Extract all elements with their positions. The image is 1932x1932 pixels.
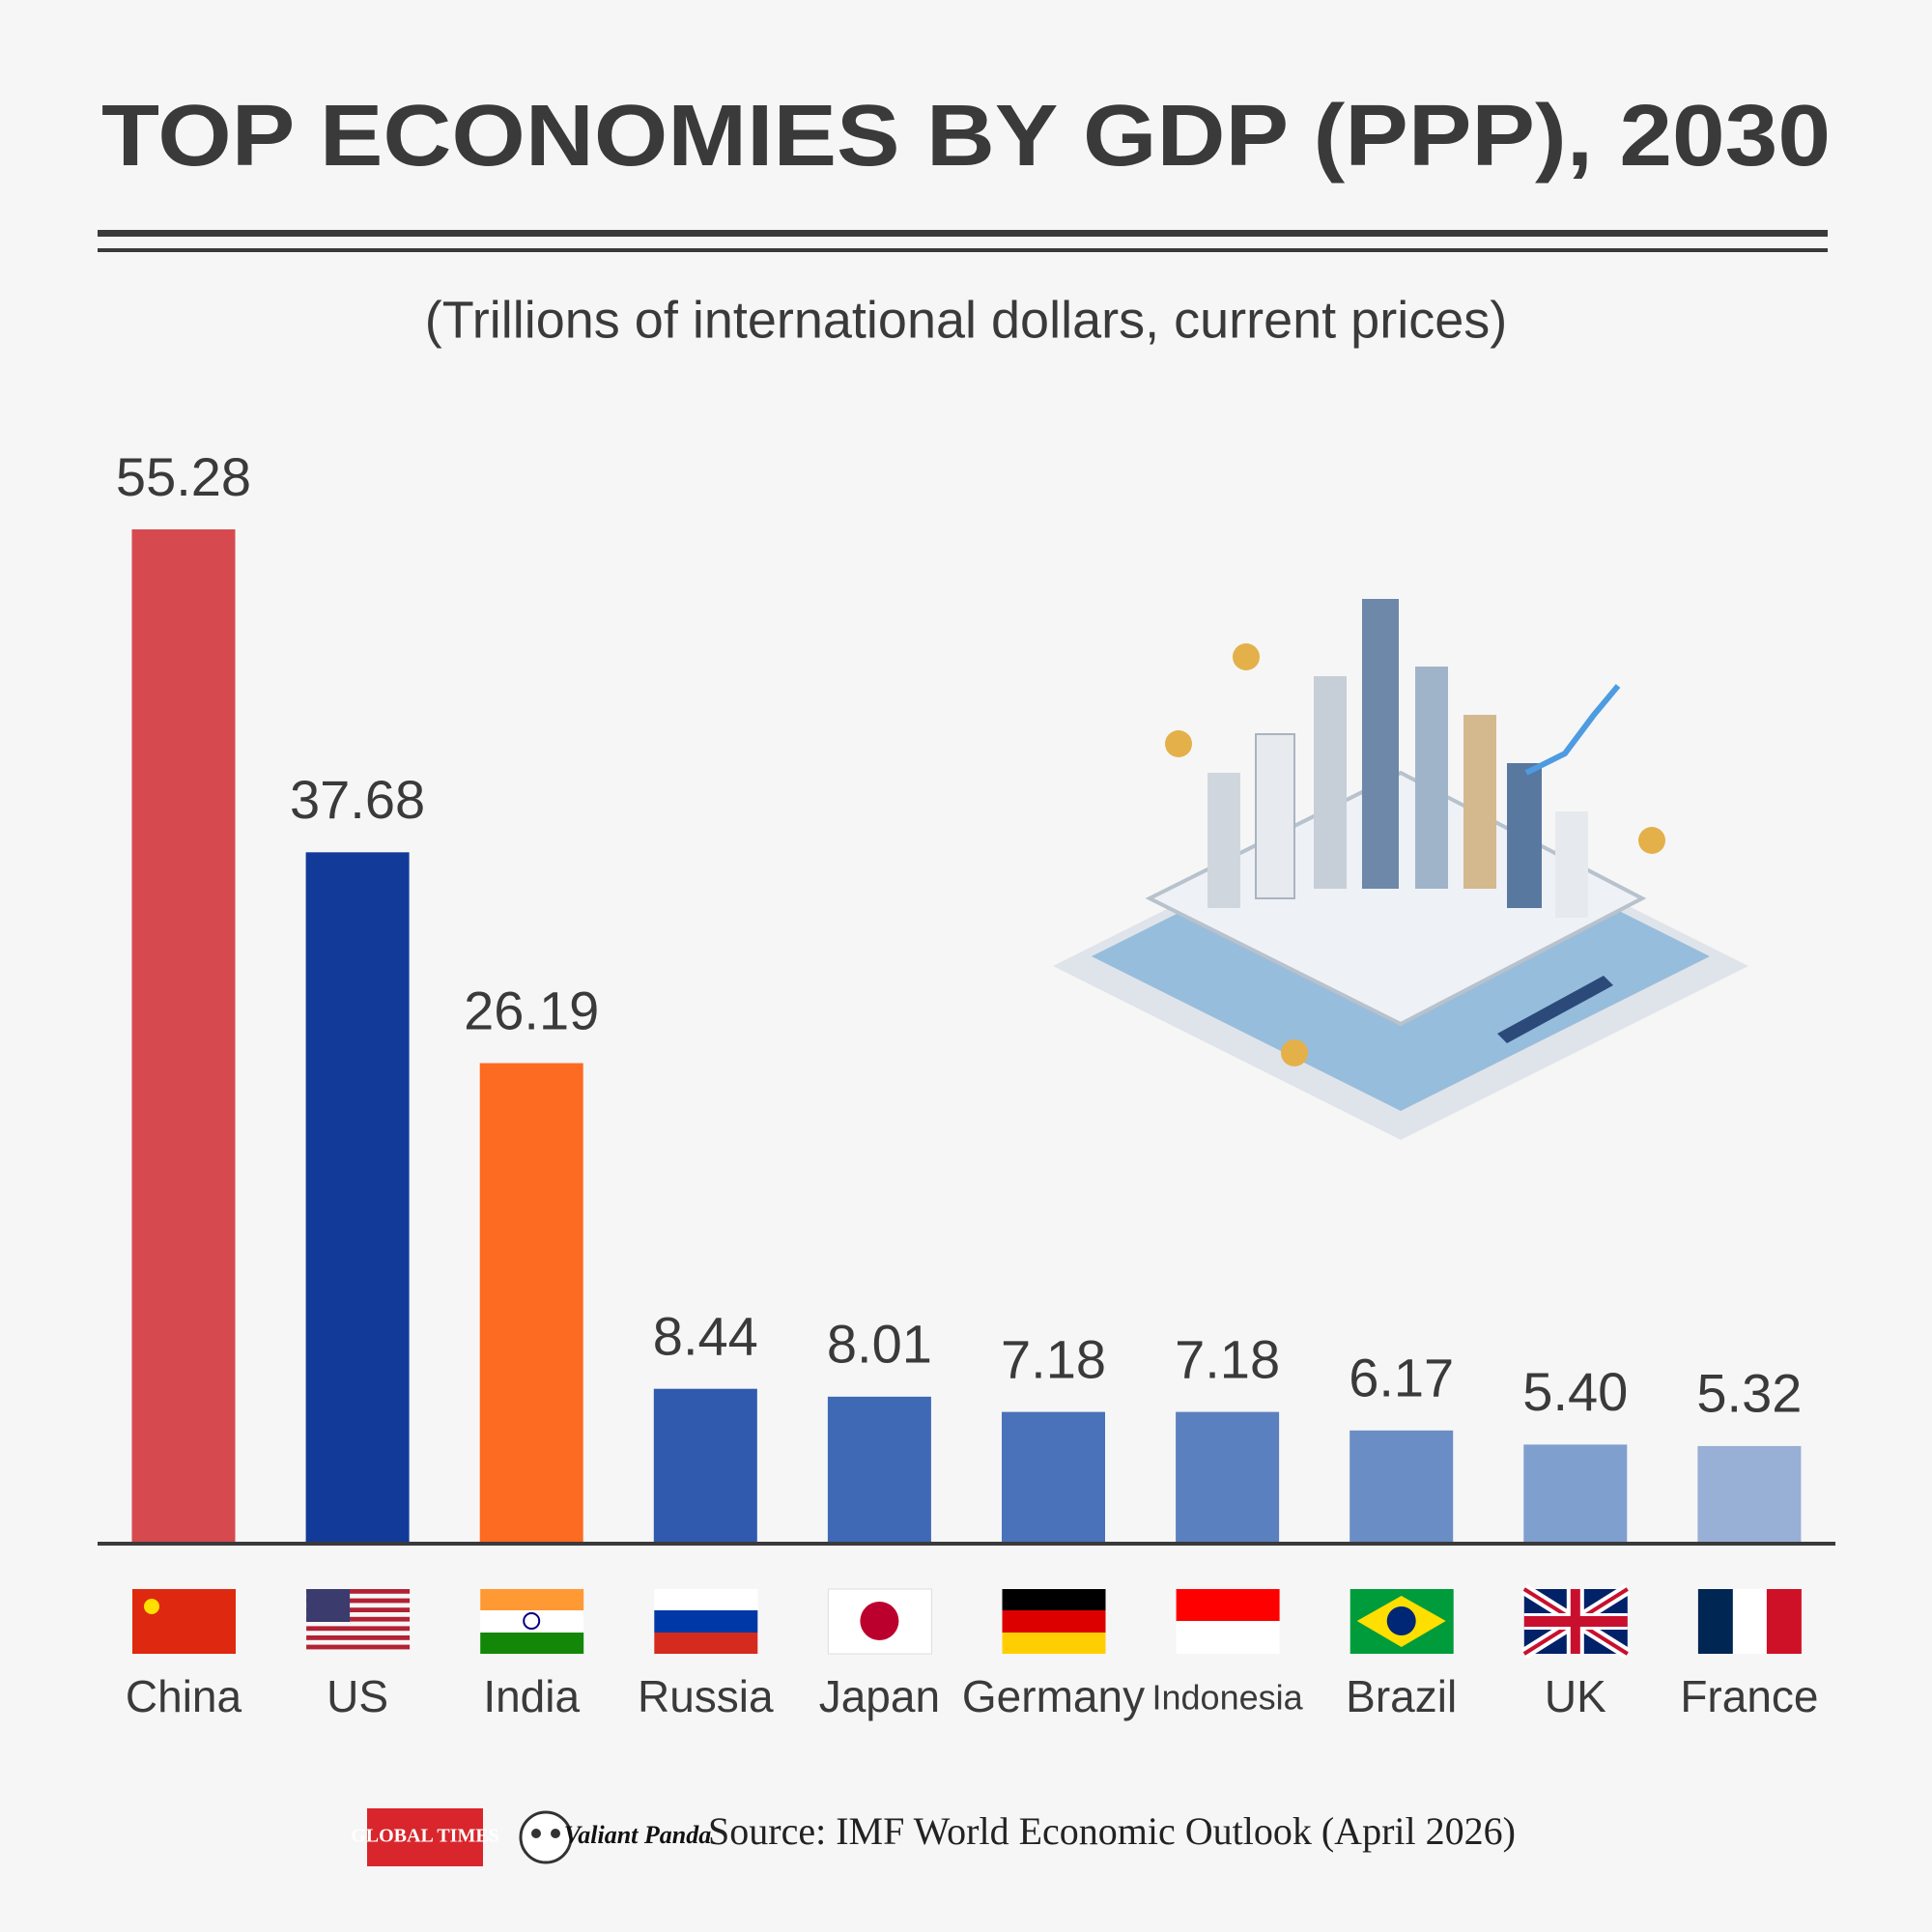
flag-icon: [1176, 1589, 1280, 1654]
flag: [1002, 1589, 1106, 1610]
bar: [1176, 1411, 1280, 1544]
flag-icon: [1520, 1583, 1631, 1660]
bar: [827, 1396, 931, 1544]
flag-icon: [132, 1589, 236, 1654]
flag: [306, 1607, 411, 1612]
x-tick-label: China: [126, 1671, 242, 1721]
flag-icon: [1697, 1589, 1802, 1654]
bar: [305, 852, 410, 1544]
bar: [1523, 1444, 1628, 1544]
flag-icon: [1002, 1589, 1106, 1654]
flag: [1002, 1610, 1106, 1633]
flag: [860, 1602, 899, 1640]
flag: [480, 1633, 584, 1654]
flag: [306, 1644, 411, 1650]
bar: [1350, 1430, 1454, 1544]
value-label: 8.44: [653, 1305, 758, 1366]
source: Source: IMF World Economic Outlook (Apri…: [708, 1809, 1516, 1853]
title-rule: [98, 230, 1828, 237]
flag-icon: [480, 1589, 584, 1654]
flag: [1570, 1589, 1580, 1654]
bar: [131, 529, 236, 1544]
flag-icon: [306, 1589, 411, 1650]
x-tick-label: Germany: [962, 1671, 1145, 1721]
flag: [306, 1589, 351, 1622]
flag: [132, 1589, 236, 1654]
flag: [144, 1599, 159, 1614]
value-label: 26.19: [464, 980, 599, 1040]
flag: [480, 1589, 584, 1610]
flag: [654, 1610, 758, 1633]
bar: [1002, 1411, 1105, 1544]
x-tick-label: India: [483, 1671, 580, 1721]
logo-text: Valiant Panda: [564, 1821, 711, 1849]
logo-text: GLOBAL TIMES: [351, 1826, 499, 1847]
flag: [654, 1633, 758, 1654]
title-rule: [98, 248, 1828, 252]
bar: [653, 1388, 757, 1544]
value-label: 5.40: [1522, 1361, 1628, 1422]
flag: [480, 1610, 584, 1633]
x-tick-label: France: [1680, 1671, 1818, 1721]
city-illustration: [1053, 599, 1748, 1140]
flag: [654, 1589, 758, 1610]
flag: [1697, 1589, 1733, 1654]
value-label: 55.28: [116, 446, 251, 507]
bar: [1697, 1445, 1802, 1544]
x-tick-label: Russia: [638, 1671, 774, 1721]
flag-icon: [827, 1588, 932, 1655]
value-label: 7.18: [1175, 1328, 1280, 1389]
x-tick-label: UK: [1545, 1671, 1606, 1721]
flag: [306, 1598, 411, 1604]
x-tick-label: Indonesia: [1152, 1678, 1304, 1718]
flag: [1766, 1589, 1802, 1654]
flag: [306, 1626, 411, 1632]
flag: [306, 1635, 411, 1640]
flag: [306, 1616, 411, 1622]
flag: [1176, 1589, 1280, 1621]
flag: [1176, 1621, 1280, 1654]
value-label: 8.01: [827, 1314, 932, 1375]
flag: [523, 1612, 541, 1630]
chart-title: TOP ECONOMIES BY GDP (PPP), 2030: [101, 88, 1831, 185]
logo-box: [367, 1808, 483, 1866]
flag: [1002, 1633, 1106, 1654]
value-label: 7.18: [1001, 1328, 1106, 1389]
value-label: 5.32: [1696, 1363, 1802, 1424]
chart-subtitle: (Trillions of international dollars, cur…: [425, 291, 1507, 349]
flag: [306, 1589, 411, 1594]
x-tick-label: Japan: [819, 1671, 940, 1721]
flag-icon: [654, 1589, 758, 1654]
x-tick-label: US: [327, 1671, 388, 1721]
flag: [1386, 1606, 1416, 1635]
x-tick-label: Brazil: [1346, 1671, 1457, 1721]
bar: [479, 1063, 583, 1544]
logos: GLOBAL TIMES Valiant Panda: [351, 1808, 711, 1866]
value-label: 37.68: [290, 769, 425, 830]
flag-icon: [1350, 1589, 1454, 1654]
value-label: 6.17: [1349, 1348, 1454, 1408]
flag: [1732, 1589, 1767, 1654]
